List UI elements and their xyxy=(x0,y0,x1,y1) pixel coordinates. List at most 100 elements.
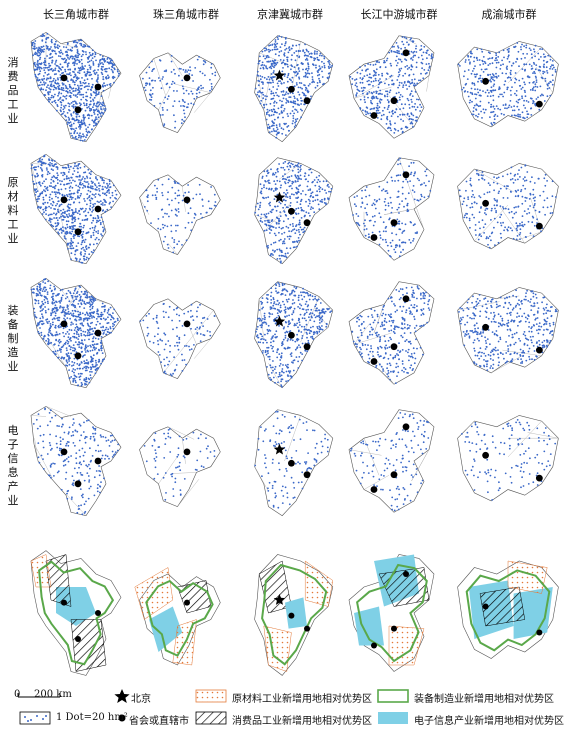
land-dot xyxy=(307,62,309,65)
land-dot xyxy=(305,200,307,203)
land-dot xyxy=(48,219,51,222)
land-dot xyxy=(378,61,380,64)
land-dot xyxy=(522,116,525,119)
land-dot xyxy=(31,44,34,47)
land-dot xyxy=(104,186,107,188)
land-dot xyxy=(68,333,70,335)
land-dot xyxy=(47,302,49,305)
land-dot xyxy=(505,187,508,190)
land-dot xyxy=(271,43,274,46)
land-dot xyxy=(268,114,270,116)
land-dot xyxy=(412,118,414,121)
land-dot xyxy=(368,76,371,79)
land-dot xyxy=(413,50,416,53)
land-dot xyxy=(80,119,83,122)
land-dot xyxy=(111,191,114,194)
land-dot xyxy=(111,59,114,62)
land-dot xyxy=(50,218,53,221)
map-panel-raw-beijing-tianjin-hebei xyxy=(254,157,334,265)
county-line xyxy=(60,43,79,49)
land-dot xyxy=(384,198,387,200)
land-dot xyxy=(280,166,283,169)
land-dot xyxy=(154,184,156,187)
land-dot xyxy=(515,114,517,117)
land-dot xyxy=(54,67,57,70)
land-dot xyxy=(186,71,189,73)
land-dot xyxy=(77,87,80,90)
land-dot xyxy=(473,67,475,70)
region-boundary xyxy=(348,157,435,261)
land-dot xyxy=(83,102,85,105)
land-dot xyxy=(73,132,76,135)
land-dot xyxy=(382,230,385,233)
land-dot xyxy=(298,231,300,233)
land-dot xyxy=(503,185,506,188)
land-dot xyxy=(81,183,84,185)
land-dot xyxy=(100,106,102,108)
land-dot xyxy=(474,93,476,95)
land-dot xyxy=(62,83,65,85)
land-dot xyxy=(269,65,272,68)
land-dot xyxy=(64,84,67,87)
land-dot xyxy=(323,57,326,60)
land-dot xyxy=(47,334,50,337)
land-dot xyxy=(87,324,89,326)
land-dot xyxy=(534,72,536,75)
land-dot xyxy=(480,81,483,83)
land-dot xyxy=(304,71,307,74)
land-dot xyxy=(198,91,201,94)
land-dot xyxy=(419,198,422,201)
land-dot xyxy=(318,185,321,188)
land-dot xyxy=(55,53,57,55)
land-dot xyxy=(500,224,503,227)
land-dot xyxy=(94,73,97,76)
land-dot xyxy=(86,56,89,59)
land-dot xyxy=(273,59,276,62)
land-dot xyxy=(284,93,287,95)
land-dot xyxy=(412,56,415,58)
land-dot xyxy=(65,97,68,100)
land-dot xyxy=(103,329,106,332)
land-dot xyxy=(309,208,312,211)
land-dot xyxy=(273,232,276,235)
land-dot xyxy=(101,302,104,305)
land-dot xyxy=(70,165,72,168)
land-dot xyxy=(68,207,71,210)
land-dot xyxy=(492,74,495,77)
land-dot xyxy=(81,139,84,142)
land-dot xyxy=(51,164,54,167)
land-dot xyxy=(543,177,546,180)
land-dot xyxy=(294,180,297,182)
land-dot xyxy=(78,60,81,63)
land-dot xyxy=(386,181,389,184)
land-dot xyxy=(42,308,45,310)
land-dot xyxy=(69,317,71,320)
land-dot xyxy=(32,166,35,169)
land-dot xyxy=(86,322,89,325)
land-dot xyxy=(523,45,525,48)
land-dot xyxy=(520,189,523,191)
land-dot xyxy=(158,59,161,61)
land-dot xyxy=(56,172,59,175)
land-dot xyxy=(533,70,536,73)
land-dot xyxy=(303,103,306,106)
land-dot xyxy=(60,213,63,215)
land-dot xyxy=(322,180,325,183)
land-dot xyxy=(299,166,301,169)
land-dot xyxy=(156,187,159,190)
land-dot xyxy=(30,167,33,170)
land-dot xyxy=(532,197,535,200)
land-dot xyxy=(273,124,275,127)
land-dot xyxy=(194,67,197,69)
land-dot xyxy=(466,91,469,93)
land-dot xyxy=(182,68,185,71)
land-dot xyxy=(281,178,284,181)
land-dot xyxy=(67,310,70,313)
county-line xyxy=(167,243,178,255)
land-dot xyxy=(60,209,62,212)
land-dot xyxy=(361,81,364,84)
land-dot xyxy=(263,47,266,49)
land-dot xyxy=(292,120,294,122)
land-dot xyxy=(488,91,490,94)
land-dot xyxy=(261,175,264,178)
